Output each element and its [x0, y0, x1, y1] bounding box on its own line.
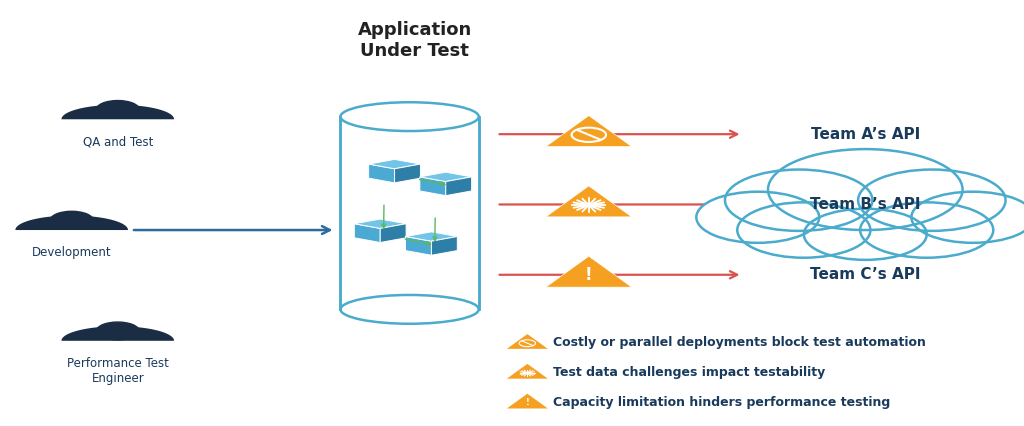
Polygon shape — [546, 256, 632, 287]
Text: !: ! — [585, 266, 593, 285]
Polygon shape — [420, 177, 445, 196]
Polygon shape — [354, 224, 380, 242]
Circle shape — [96, 101, 139, 118]
Circle shape — [50, 211, 93, 229]
Polygon shape — [369, 164, 394, 183]
Text: Performance Test
Engineer: Performance Test Engineer — [67, 357, 169, 385]
Ellipse shape — [340, 102, 479, 131]
Circle shape — [911, 192, 1024, 243]
Text: QA and Test: QA and Test — [83, 135, 153, 149]
Polygon shape — [61, 326, 174, 341]
Polygon shape — [546, 186, 632, 217]
Text: Team A’s API: Team A’s API — [811, 127, 920, 142]
Circle shape — [860, 202, 993, 258]
Text: Team C’s API: Team C’s API — [810, 267, 921, 282]
Text: !: ! — [525, 398, 529, 407]
Polygon shape — [546, 115, 632, 147]
Polygon shape — [420, 172, 472, 181]
Circle shape — [725, 170, 872, 231]
Polygon shape — [354, 219, 407, 228]
Polygon shape — [406, 232, 458, 241]
Polygon shape — [369, 159, 421, 169]
Text: Capacity limitation hinders performance testing: Capacity limitation hinders performance … — [553, 396, 890, 409]
Text: Team B’s API: Team B’s API — [810, 197, 921, 212]
Circle shape — [804, 209, 927, 260]
Polygon shape — [445, 177, 472, 196]
Polygon shape — [507, 364, 548, 379]
Polygon shape — [61, 105, 174, 119]
Text: Test data challenges impact testability: Test data challenges impact testability — [553, 366, 825, 379]
Circle shape — [737, 202, 870, 258]
Polygon shape — [394, 164, 421, 183]
Polygon shape — [507, 334, 548, 349]
Text: Application
Under Test: Application Under Test — [357, 21, 472, 60]
Circle shape — [768, 149, 963, 230]
Polygon shape — [380, 224, 407, 242]
Polygon shape — [406, 236, 431, 255]
Polygon shape — [15, 216, 128, 230]
Text: Development: Development — [32, 246, 112, 259]
Circle shape — [96, 322, 139, 340]
Ellipse shape — [340, 295, 479, 324]
Polygon shape — [507, 394, 548, 409]
Text: Costly or parallel deployments block test automation: Costly or parallel deployments block tes… — [553, 337, 926, 349]
Circle shape — [696, 192, 819, 243]
Polygon shape — [431, 236, 458, 255]
FancyBboxPatch shape — [340, 117, 479, 309]
Circle shape — [858, 170, 1006, 231]
